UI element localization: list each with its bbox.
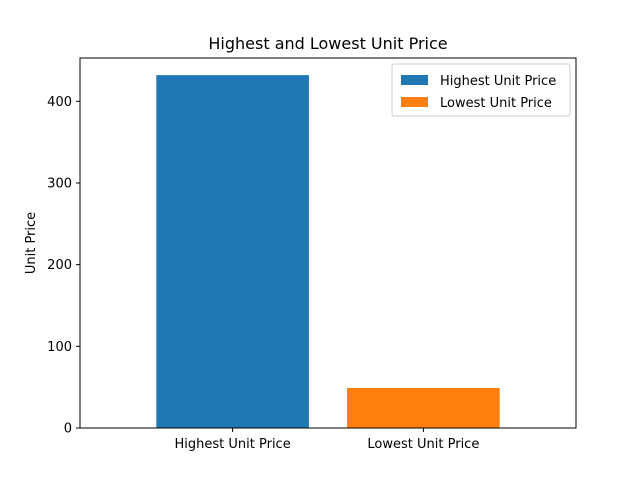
y-axis-ticks: 0 100 200 300 400 [47,95,80,437]
y-tick-label: 300 [47,176,72,191]
plot-frame [79,57,577,429]
legend-box [391,63,571,117]
bar-highest-unit-price [156,75,309,429]
bar-lowest-unit-price [347,387,500,428]
y-axis-label: Unit Price [24,212,39,274]
x-axis-ticks: Highest Unit Price Lowest Unit Price [175,428,479,452]
legend: Highest Unit Price Lowest Unit Price [391,63,571,117]
legend-swatch [401,75,428,85]
x-tick-label: Lowest Unit Price [367,437,479,452]
x-tick-label: Highest Unit Price [175,437,291,452]
y-tick-label: 100 [47,340,72,355]
y-tick-label: 400 [47,95,72,110]
y-tick-label: 0 [64,422,72,437]
legend-swatch [401,97,428,107]
legend-label: Highest Unit Price [440,74,556,89]
legend-label: Lowest Unit Price [440,96,552,111]
chart-title: Highest and Lowest Unit Price [208,34,447,53]
bars [156,75,500,429]
y-tick-label: 200 [47,258,72,273]
